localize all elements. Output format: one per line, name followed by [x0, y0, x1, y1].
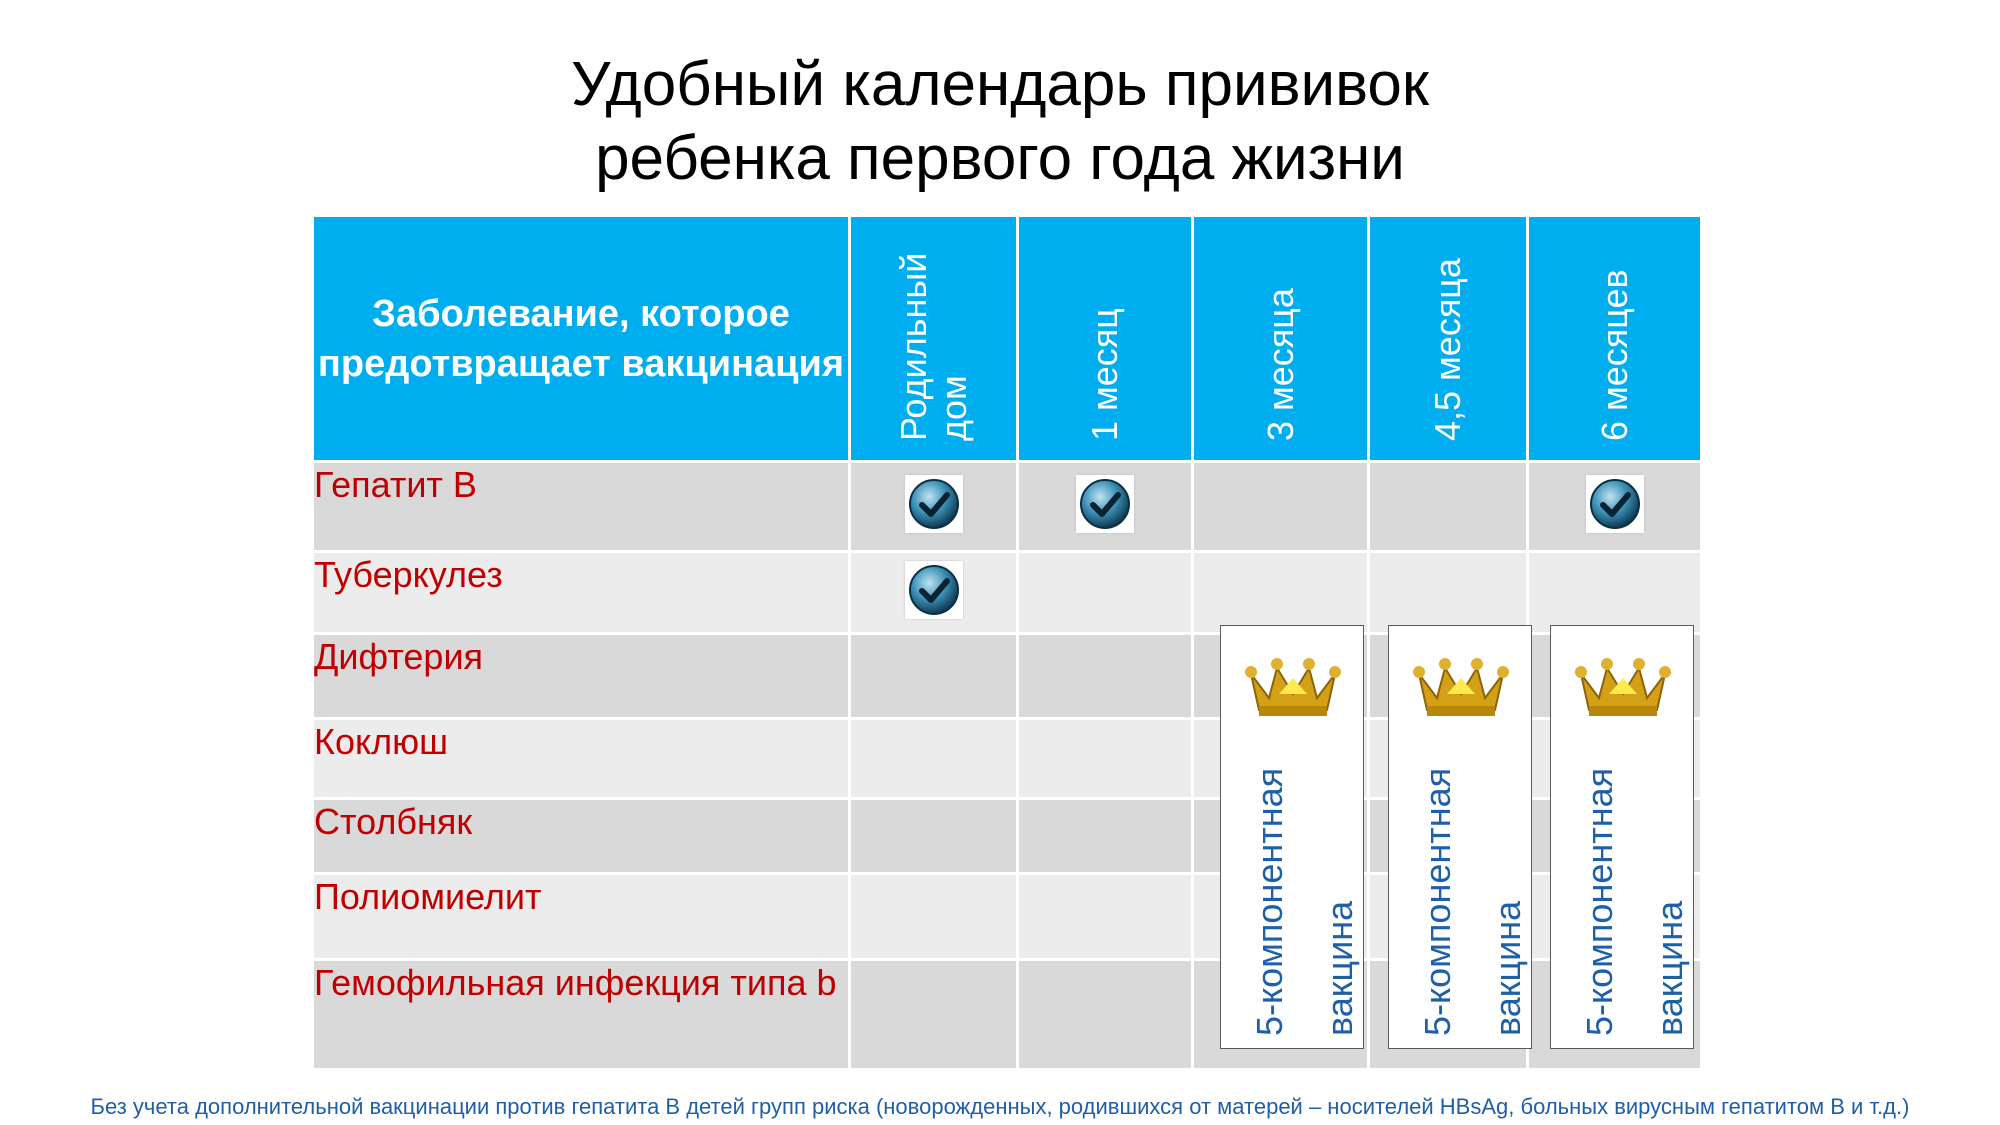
vaccine-label: 5-компонентная вакцина [1249, 767, 1360, 1036]
crown-icon [1413, 658, 1509, 716]
schedule-cell [848, 797, 1019, 875]
vaccine-box: 5-компонентная вакцина [1388, 625, 1532, 1049]
table-header-row: Заболевание, которое предотвращает вакци… [311, 214, 1703, 463]
checkmark-icon [904, 475, 963, 533]
schedule-cell [1016, 550, 1194, 635]
table-row: Туберкулез [311, 550, 1703, 635]
header-column: 4,5 месяца [1367, 214, 1529, 463]
header-label: 6 месяцев [1593, 269, 1635, 441]
header-label: Родильный дом [892, 252, 974, 441]
disease-name: Дифтерия [311, 632, 851, 720]
schedule-cell [1191, 460, 1370, 553]
vaccine-box: 5-компонентная вакцина [1220, 625, 1364, 1049]
crown-icon [1575, 658, 1671, 716]
header-disease: Заболевание, которое предотвращает вакци… [311, 214, 851, 463]
schedule-cell [1016, 797, 1194, 875]
disease-name: Коклюш [311, 717, 851, 800]
disease-name: Гемофильная инфекция типа b [311, 958, 851, 1071]
checkmark-icon [1585, 475, 1644, 533]
disease-name: Полиомиелит [311, 872, 851, 961]
schedule-cell [848, 872, 1019, 961]
disease-name: Гепатит В [311, 460, 851, 553]
title-line-1: Удобный календарь прививок [570, 50, 1429, 119]
header-column: 1 месяц [1016, 214, 1194, 463]
schedule-cell [1016, 958, 1194, 1071]
crown-icon [1245, 658, 1341, 716]
checkmark-icon [904, 561, 963, 619]
schedule-cell [1016, 717, 1194, 800]
schedule-cell [848, 717, 1019, 800]
footnote: Без учета дополнительной вакцинации прот… [90, 1094, 1910, 1119]
disease-name: Туберкулез [311, 550, 851, 635]
schedule-cell [1526, 460, 1703, 553]
disease-name: Столбняк [311, 797, 851, 875]
schedule-cell [1016, 460, 1194, 553]
header-label: 4,5 месяца [1427, 258, 1468, 441]
schedule-cell [1526, 550, 1703, 635]
vaccine-label: 5-компонентная вакцина [1417, 767, 1528, 1036]
slide-title: Удобный календарь прививок ребенка перво… [300, 48, 1700, 196]
schedule-cell [1191, 550, 1370, 635]
schedule-cell [848, 632, 1019, 720]
schedule-cell [848, 550, 1019, 635]
table-row: Гепатит В [311, 460, 1703, 553]
title-line-2: ребенка первого года жизни [595, 124, 1405, 193]
vaccine-label: 5-компонентная вакцина [1579, 767, 1690, 1036]
schedule-cell [1016, 632, 1194, 720]
header-label: 1 месяц [1084, 308, 1125, 441]
schedule-cell [1367, 550, 1529, 635]
schedule-cell [1016, 872, 1194, 961]
schedule-cell [848, 460, 1019, 553]
header-column: 6 месяцев [1526, 214, 1703, 463]
schedule-cell [1367, 460, 1529, 553]
checkmark-icon [1076, 475, 1134, 533]
header-label: 3 месяца [1259, 288, 1301, 441]
header-column: 3 месяца [1191, 214, 1370, 463]
schedule-cell [848, 958, 1019, 1071]
header-column: Родильный дом [848, 214, 1019, 463]
vaccine-box: 5-компонентная вакцина [1550, 625, 1694, 1049]
